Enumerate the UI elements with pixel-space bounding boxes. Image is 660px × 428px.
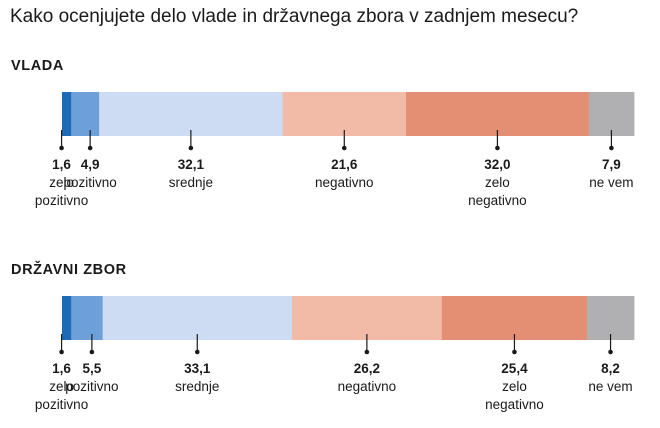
vlada-leader-dot-ne-vem — [609, 145, 614, 151]
drzavni-zbor-category-label-ne-vem: ne vem — [588, 379, 632, 394]
vlada-bar-srednje — [99, 92, 283, 136]
vlada-value-label-zelo-negativno: 32,0 — [484, 157, 510, 172]
section-label-drzavni-zbor: DRŽAVNI ZBOR — [11, 262, 127, 278]
drzavni-zbor-bar-srednje — [102, 296, 293, 340]
drzavni-zbor-category-label-pozitivno: pozitivno — [65, 379, 118, 394]
vlada-bar-ne-vem — [588, 92, 635, 136]
vlada-value-label-pozitivno: 4,9 — [81, 157, 100, 172]
vlada-category-label-zelo-pozitivno: pozitivno — [35, 193, 88, 208]
vlada-category-label-srednje: srednje — [169, 175, 213, 190]
vlada-leader-dot-zelo-pozitivno — [59, 145, 64, 151]
drzavni-zbor-category-label-srednje: srednje — [175, 379, 219, 394]
drzavni-zbor-category-label-negativno: negativno — [338, 379, 397, 394]
drzavni-zbor-value-label-srednje: 33,1 — [184, 361, 211, 376]
vlada-value-label-ne-vem: 7,9 — [602, 157, 621, 172]
vlada-bar-pozitivno — [71, 92, 100, 136]
drzavni-zbor-leader-dot-pozitivno — [89, 349, 95, 355]
drzavni-zbor-leader-dot-ne-vem — [608, 349, 613, 355]
drzavni-zbor-bar-negativno — [291, 296, 443, 340]
drzavni-zbor-value-label-zelo-pozitivno: 1,6 — [52, 361, 71, 376]
drzavni-zbor-leader-dot-negativno — [364, 349, 370, 355]
drzavni-zbor-bar-ne-vem — [587, 296, 635, 340]
drzavni-zbor-leader-dot-zelo-pozitivno — [59, 349, 64, 355]
drzavni-zbor-bar-zelo-pozitivno — [62, 296, 72, 340]
vlada-bar-negativno — [282, 92, 407, 136]
drzavni-zbor-value-label-ne-vem: 8,2 — [601, 361, 620, 376]
drzavni-zbor-bar-zelo-negativno — [441, 296, 588, 340]
vlada-value-label-negativno: 21,6 — [331, 157, 358, 172]
vlada-leader-dot-negativno — [341, 145, 347, 151]
vlada-category-label-ne-vem: ne vem — [589, 175, 633, 190]
chart-title: Kako ocenjujete delo vlade in državnega … — [10, 6, 579, 27]
drzavni-zbor-category-label-zelo-pozitivno: pozitivno — [35, 397, 88, 412]
drzavni-zbor-leader-dot-srednje — [194, 349, 200, 355]
vlada-category-label-zelo-negativno: negativno — [468, 193, 527, 208]
vlada-leader-dot-pozitivno — [87, 145, 93, 151]
vlada-category-label-negativno: negativno — [315, 175, 374, 190]
drzavni-zbor-category-label-zelo-negativno: zelo — [502, 379, 527, 394]
section-label-vlada: VLADA — [11, 58, 64, 74]
vlada-category-label-zelo-pozitivno: zelo — [49, 175, 74, 190]
drzavni-zbor-leader-dot-zelo-negativno — [512, 349, 517, 355]
vlada-bar-zelo-pozitivno — [62, 92, 72, 136]
drzavni-zbor-value-label-pozitivno: 5,5 — [82, 361, 101, 376]
drzavni-zbor-bar-pozitivno — [71, 296, 104, 340]
vlada-leader-dot-zelo-negativno — [495, 145, 500, 151]
vlada-category-label-zelo-negativno: zelo — [485, 175, 510, 190]
vlada-value-label-srednje: 32,1 — [178, 157, 205, 172]
drzavni-zbor-category-label-zelo-pozitivno: zelo — [49, 379, 74, 394]
vlada-category-label-pozitivno: pozitivno — [63, 175, 116, 190]
drzavni-zbor-category-label-zelo-negativno: negativno — [485, 397, 544, 412]
drzavni-zbor-value-label-zelo-negativno: 25,4 — [501, 361, 528, 376]
drzavni-zbor-value-label-negativno: 26,2 — [354, 361, 380, 376]
vlada-leader-dot-srednje — [188, 145, 194, 151]
vlada-bar-zelo-negativno — [406, 92, 590, 136]
vlada-value-label-zelo-pozitivno: 1,6 — [52, 157, 71, 172]
